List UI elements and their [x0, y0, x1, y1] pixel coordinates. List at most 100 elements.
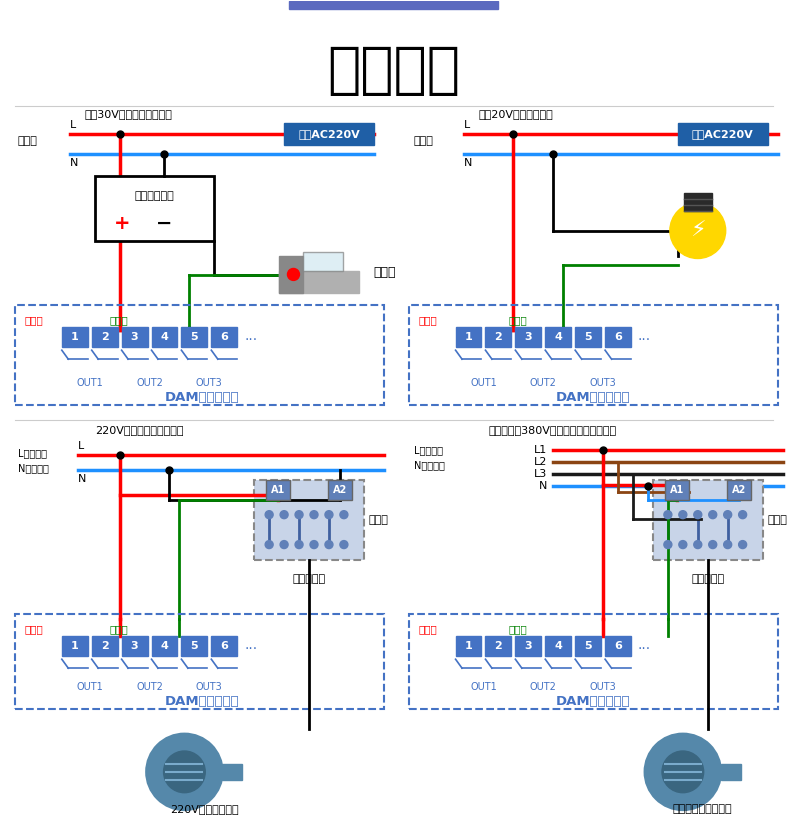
Circle shape	[724, 511, 732, 519]
Circle shape	[694, 541, 702, 548]
Bar	[727, 480, 750, 500]
Bar	[515, 327, 541, 347]
Text: 1: 1	[71, 332, 79, 342]
Circle shape	[664, 541, 672, 548]
Bar	[720, 764, 741, 780]
Text: 线圈AC220V: 线圈AC220V	[298, 129, 359, 139]
Text: 220V功率较大设备: 220V功率较大设备	[170, 804, 239, 814]
Bar	[254, 480, 364, 560]
Text: L代表火线: L代表火线	[18, 448, 47, 458]
Text: DAM数采控制器: DAM数采控制器	[164, 695, 239, 708]
Bar	[486, 636, 511, 657]
Text: DAM数采控制器: DAM数采控制器	[556, 390, 630, 404]
Bar	[182, 636, 207, 657]
Circle shape	[739, 511, 747, 519]
Bar	[212, 636, 237, 657]
Text: 220V接交流接触器接线图: 220V接交流接触器接线图	[95, 425, 183, 435]
Text: 4: 4	[160, 641, 168, 651]
Text: 直流30V以下设备接线方法: 直流30V以下设备接线方法	[85, 109, 172, 119]
Text: 3: 3	[525, 641, 532, 651]
Text: 3: 3	[131, 641, 138, 651]
Bar	[303, 251, 343, 270]
Text: 3: 3	[131, 332, 138, 342]
Text: ···: ···	[638, 333, 651, 347]
Bar	[182, 327, 207, 347]
Bar	[122, 636, 148, 657]
Bar	[122, 327, 148, 347]
Text: 带零线交流380V接电机、泵等设备接线: 带零线交流380V接电机、泵等设备接线	[488, 425, 616, 435]
Text: 交流20V设备接线方法: 交流20V设备接线方法	[479, 109, 553, 119]
Bar	[62, 636, 88, 657]
Text: N: N	[464, 158, 472, 168]
Circle shape	[295, 511, 303, 519]
Text: 2: 2	[101, 332, 108, 342]
Circle shape	[280, 541, 288, 548]
Text: 2: 2	[101, 641, 108, 651]
Text: OUT2: OUT2	[136, 378, 163, 388]
Text: ···: ···	[638, 643, 651, 657]
Circle shape	[709, 511, 717, 519]
Text: OUT1: OUT1	[77, 682, 103, 692]
Text: 常开端: 常开端	[110, 315, 129, 325]
Bar	[289, 2, 498, 9]
Text: 5: 5	[585, 332, 592, 342]
Text: 输出接线: 输出接线	[327, 44, 461, 98]
Text: −: −	[156, 214, 173, 233]
Circle shape	[310, 511, 318, 519]
Circle shape	[645, 734, 720, 810]
Text: ···: ···	[244, 643, 258, 657]
Text: ⚡: ⚡	[690, 221, 705, 241]
Text: 交流接触器: 交流接触器	[292, 575, 325, 585]
Text: 4: 4	[555, 641, 562, 651]
Text: DAM数采控制器: DAM数采控制器	[164, 390, 239, 404]
Text: A1: A1	[670, 485, 684, 495]
Text: 被控设备电源: 被控设备电源	[134, 191, 175, 201]
Text: OUT3: OUT3	[589, 682, 616, 692]
Bar	[279, 256, 303, 294]
Bar	[653, 480, 762, 560]
Circle shape	[709, 541, 717, 548]
Circle shape	[310, 541, 318, 548]
Text: +: +	[115, 214, 131, 233]
Bar	[92, 636, 118, 657]
Text: 常开端: 常开端	[110, 624, 129, 634]
Circle shape	[288, 269, 299, 280]
Bar	[575, 636, 601, 657]
Text: A1: A1	[271, 485, 285, 495]
Text: N: N	[77, 474, 86, 484]
Bar	[152, 327, 178, 347]
Text: 6: 6	[220, 332, 228, 342]
Text: 交流接触器: 交流接触器	[691, 575, 724, 585]
Text: 1: 1	[465, 641, 472, 651]
Text: L3: L3	[534, 469, 547, 479]
Circle shape	[340, 511, 348, 519]
Bar	[408, 614, 777, 709]
Circle shape	[662, 751, 704, 793]
Text: OUT2: OUT2	[530, 378, 557, 388]
Text: A2: A2	[732, 485, 746, 495]
Text: 6: 6	[614, 332, 622, 342]
Text: L1: L1	[534, 445, 547, 455]
Text: OUT3: OUT3	[589, 378, 616, 388]
Text: N: N	[539, 480, 547, 490]
Bar	[284, 123, 374, 145]
Circle shape	[664, 511, 672, 519]
Bar	[605, 636, 631, 657]
Text: L: L	[464, 120, 470, 130]
Circle shape	[325, 511, 333, 519]
Bar	[545, 327, 571, 347]
Circle shape	[340, 541, 348, 548]
Text: L: L	[77, 441, 84, 451]
Bar	[545, 636, 571, 657]
Text: 公共端: 公共端	[419, 624, 438, 634]
Text: N代表零线: N代表零线	[414, 460, 445, 470]
Text: OUT3: OUT3	[196, 682, 223, 692]
Text: 公共端: 公共端	[25, 624, 43, 634]
Text: DAM数采控制器: DAM数采控制器	[556, 695, 630, 708]
Text: 电源端: 电源端	[414, 136, 434, 146]
Circle shape	[739, 541, 747, 548]
Bar	[456, 327, 481, 347]
Text: 1: 1	[465, 332, 472, 342]
Circle shape	[670, 203, 726, 259]
Text: 3: 3	[525, 332, 532, 342]
